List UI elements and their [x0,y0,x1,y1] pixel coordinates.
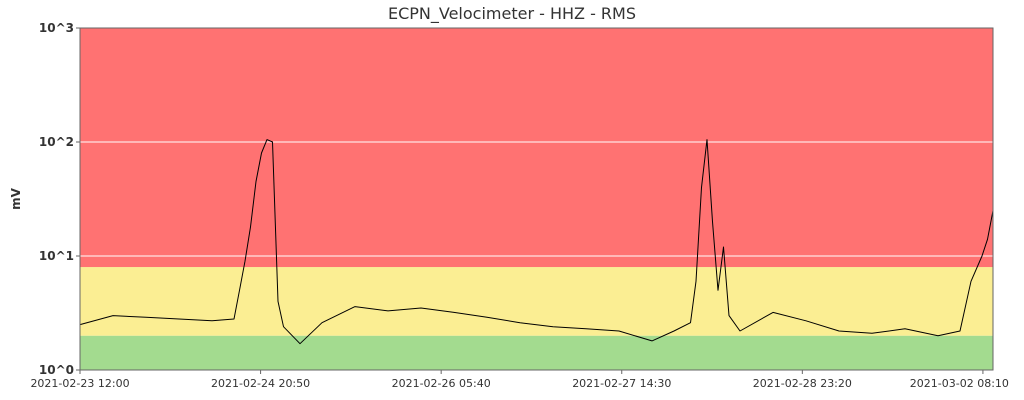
x-axis-ticks: 2021-02-23 12:00 2021-02-24 20:50 2021-02-… [30,370,1009,390]
y-tick-label: 10^3 [39,21,74,35]
gridlines [80,141,993,257]
threshold-band-2 [80,28,993,268]
threshold-bands [80,28,993,370]
y-axis-ticks: 10^0 10^1 10^2 10^3 [39,21,80,377]
y-tick-label: 10^0 [39,363,74,377]
threshold-band-0 [80,335,993,370]
x-tick-label: 2021-02-28 23:20 [753,377,852,390]
plot-frame [79,27,994,371]
x-tick-label: 2021-02-26 05:40 [392,377,491,390]
chart-title: ECPN_Velocimeter - HHZ - RMS [388,4,636,24]
x-tick-label: 2021-02-23 12:00 [30,377,129,390]
x-tick-label: 2021-03-02 08:10 [910,377,1009,390]
x-tick-label: 2021-02-27 14:30 [572,377,671,390]
y-tick-label: 10^1 [39,249,74,263]
threshold-band-1 [80,267,993,336]
x-tick-label: 2021-02-24 20:50 [211,377,310,390]
series-line-0 [79,139,994,345]
y-tick-label: 10^2 [39,135,74,149]
y-axis-label: mV [9,187,23,210]
series-layer [79,139,994,345]
